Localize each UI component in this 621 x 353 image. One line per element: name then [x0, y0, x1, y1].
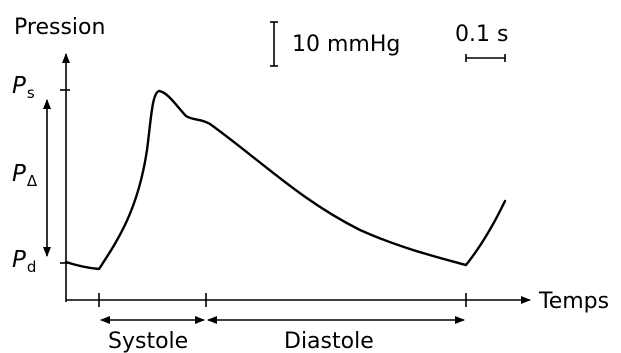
pressure-scale-label: 10 mmHg [292, 32, 400, 57]
systole-label: Systole [108, 329, 188, 353]
time-scale-label: 0.1 s [455, 22, 508, 47]
x-axis-label: Temps [538, 289, 609, 314]
pulse-pressure-label: PΔ [12, 161, 38, 190]
pressure-waveform [64, 89, 507, 271]
diastole-label: Diastole [284, 329, 374, 353]
diastolic-pressure-label: Pd [12, 247, 36, 276]
y-axis-label: Pression [14, 15, 105, 40]
systolic-pressure-label: Ps [12, 73, 35, 102]
